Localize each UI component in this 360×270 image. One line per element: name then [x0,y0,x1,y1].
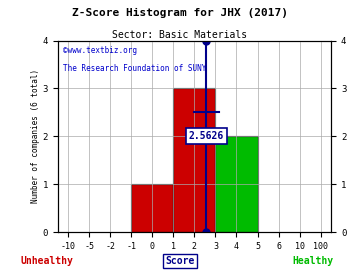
Text: Z-Score Histogram for JHX (2017): Z-Score Histogram for JHX (2017) [72,8,288,18]
Text: Score: Score [165,256,195,266]
Text: ©www.textbiz.org: ©www.textbiz.org [63,46,137,55]
Text: Sector: Basic Materials: Sector: Basic Materials [112,30,248,40]
Text: Unhealthy: Unhealthy [21,256,73,266]
Y-axis label: Number of companies (6 total): Number of companies (6 total) [31,69,40,203]
Bar [215,136,257,232]
Bar [131,184,174,232]
Text: The Research Foundation of SUNY: The Research Foundation of SUNY [63,63,206,73]
Bar [174,89,215,232]
Text: 2.5626: 2.5626 [189,131,224,141]
Text: Healthy: Healthy [293,256,334,266]
